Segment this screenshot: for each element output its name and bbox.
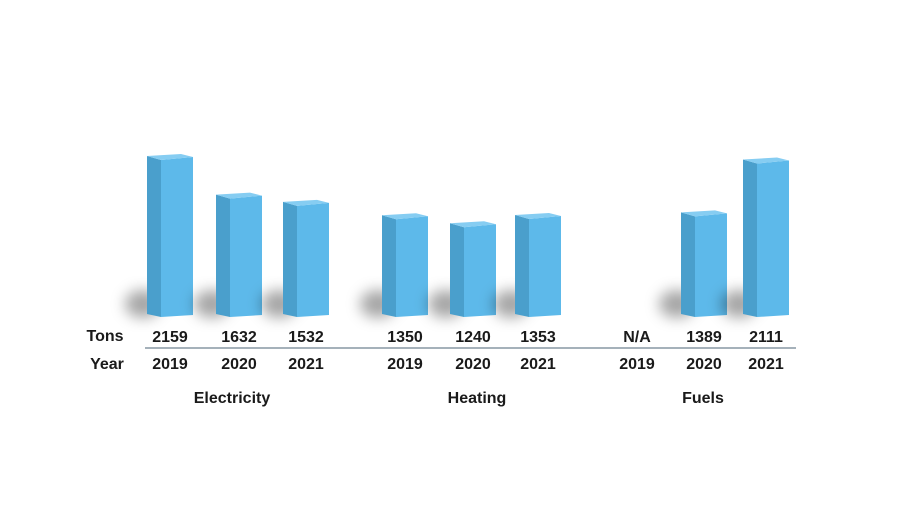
bar-front-face: [230, 195, 262, 317]
value-label-fuels-2020: 1389: [686, 329, 722, 346]
bar-electricity-2019: [125, 154, 193, 318]
value-label-heating-2021: 1353: [520, 329, 556, 346]
value-label-fuels-2021: 2111: [749, 329, 783, 346]
bar-front-face: [529, 215, 561, 317]
year-label-fuels-2020: 2020: [686, 356, 722, 373]
year-label-fuels-2021: 2021: [748, 356, 784, 373]
bar-electricity-2020: [194, 192, 262, 318]
bar-side-face: [743, 159, 757, 317]
bar-side-face: [283, 201, 297, 317]
bars-layer: [125, 154, 789, 318]
bar-side-face: [382, 215, 396, 317]
bar-top-face: [147, 154, 193, 160]
bar-side-face: [147, 156, 161, 317]
year-label-heating-2020: 2020: [455, 356, 491, 373]
row-label-tons: Tons: [86, 328, 123, 345]
bar-top-face: [743, 157, 789, 164]
value-label-electricity-2020: 1632: [221, 329, 257, 346]
bar-front-face: [161, 157, 193, 317]
group-label-electricity: Electricity: [194, 390, 271, 407]
value-label-fuels-2019: N/A: [623, 329, 651, 346]
bar-top-face: [216, 192, 262, 199]
bar-front-face: [297, 202, 329, 317]
bar-side-face: [515, 214, 529, 317]
group-label-heating: Heating: [448, 390, 507, 407]
bar-electricity-2021: [261, 199, 329, 318]
bar-heating-2020: [428, 221, 496, 318]
value-label-heating-2020: 1240: [455, 329, 491, 346]
bar-top-face: [450, 221, 496, 228]
bar-heating-2019: [360, 213, 428, 318]
value-label-electricity-2021: 1532: [288, 329, 324, 346]
bar-top-face: [681, 210, 727, 217]
year-label-electricity-2019: 2019: [152, 356, 188, 373]
year-label-fuels-2019: 2019: [619, 356, 655, 373]
bar-side-face: [450, 223, 464, 317]
bar-front-face: [396, 216, 428, 317]
bar-top-face: [382, 213, 428, 220]
bar-front-face: [464, 224, 496, 317]
bar-fuels-2021: [721, 157, 789, 318]
bar-heating-2021: [493, 212, 561, 318]
bar-top-face: [283, 199, 329, 206]
year-label-heating-2021: 2021: [520, 356, 556, 373]
bar-fuels-2020: [659, 210, 727, 318]
year-label-electricity-2020: 2020: [221, 356, 257, 373]
bar-side-face: [216, 194, 230, 317]
bar-front-face: [757, 160, 789, 317]
year-label-heating-2019: 2019: [387, 356, 423, 373]
value-label-electricity-2019: 2159: [152, 329, 188, 346]
value-label-heating-2019: 1350: [387, 329, 423, 346]
bar-side-face: [681, 212, 695, 317]
group-label-fuels: Fuels: [682, 390, 724, 407]
labels-layer: 2159 2019 1632 2020 1532 2021 Electricity 1350 2…: [152, 329, 784, 407]
row-label-year: Year: [90, 356, 124, 373]
bar-top-face: [515, 212, 561, 219]
year-label-electricity-2021: 2021: [288, 356, 324, 373]
bar-front-face: [695, 213, 727, 317]
